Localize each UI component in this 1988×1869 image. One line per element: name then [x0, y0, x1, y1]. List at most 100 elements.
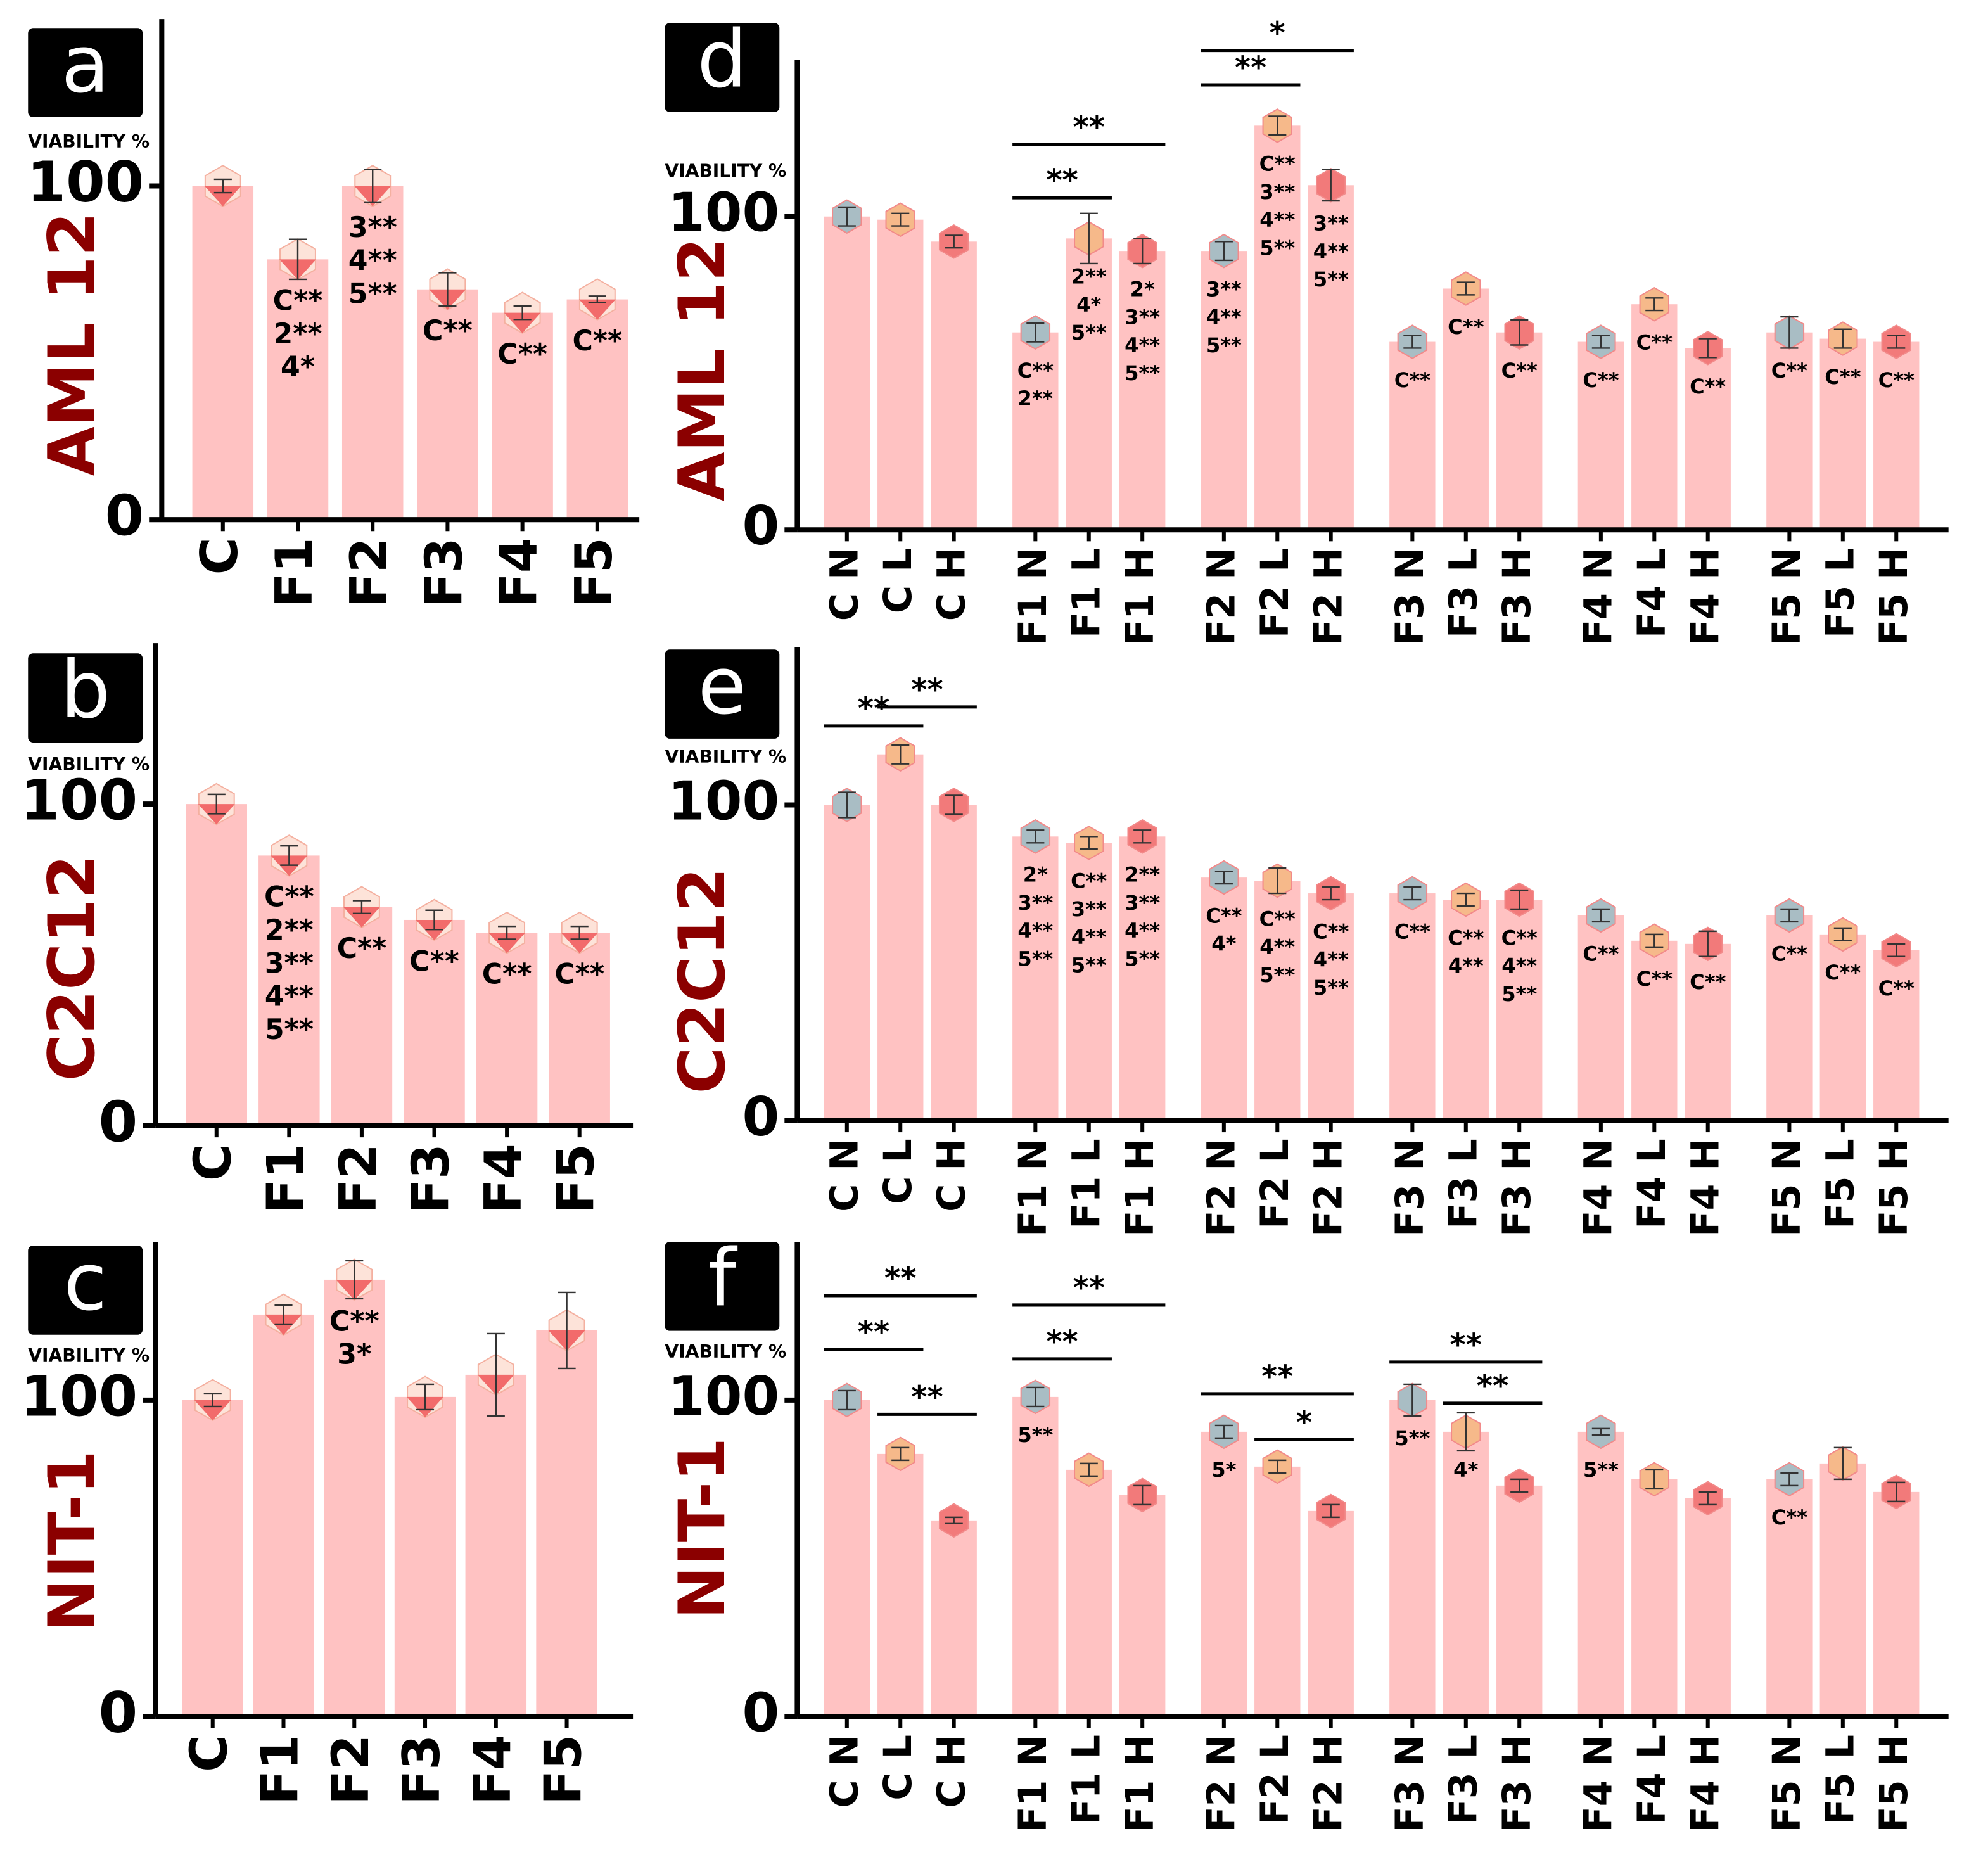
- significance-label: C**: [409, 945, 459, 978]
- significance-label: C**: [1017, 359, 1054, 383]
- bar: [1873, 950, 1920, 1121]
- bar: [566, 299, 628, 520]
- row-title: NIT-1: [665, 1438, 739, 1619]
- bar: [1496, 900, 1543, 1121]
- comparison-label: **: [911, 1379, 943, 1415]
- error-bar: [1510, 1478, 1529, 1493]
- error-bar: [1698, 1491, 1717, 1506]
- error-bar: [1591, 335, 1610, 349]
- bar: [267, 259, 329, 520]
- x-tick-label: F3 H: [1495, 1139, 1539, 1237]
- significance-label: C**: [482, 959, 532, 991]
- x-tick-label: C H: [929, 547, 974, 621]
- bar: [1631, 940, 1678, 1121]
- error-bar: [891, 744, 910, 765]
- x-tick-label: F5 N: [1765, 1139, 1809, 1237]
- bar: [1577, 1431, 1624, 1717]
- error-bar: [1026, 829, 1045, 844]
- bar: [1685, 348, 1731, 530]
- x-tick-label: F2 L: [1253, 547, 1297, 638]
- y-axis-label: VIABILITY %: [28, 754, 150, 775]
- bar: [341, 186, 404, 520]
- y-axis-label: VIABILITY %: [665, 746, 786, 767]
- y-tick-label: 0: [105, 483, 144, 549]
- bar: [549, 933, 610, 1126]
- bar: [1443, 288, 1489, 530]
- bar: [476, 933, 538, 1126]
- x-tick-label: F2: [321, 1735, 380, 1805]
- x-tick-label: F2 N: [1199, 547, 1244, 646]
- bar: [1766, 915, 1813, 1121]
- panel-label-box: [28, 653, 143, 743]
- x-tick-label: C H: [929, 1139, 974, 1212]
- significance-label: 5**: [1583, 1458, 1619, 1482]
- comparison-label: **: [1046, 1324, 1078, 1360]
- x-tick-label: F4 N: [1576, 1735, 1621, 1833]
- x-tick-label: F5 N: [1765, 1735, 1809, 1833]
- comparison-label: **: [1477, 1368, 1508, 1404]
- significance-label: C**: [264, 881, 314, 914]
- x-tick-label: F3 L: [1441, 1735, 1486, 1825]
- significance-label: C**: [1636, 331, 1673, 355]
- significance-label: 5**: [1313, 267, 1349, 291]
- significance-label: C**: [1259, 907, 1296, 931]
- row-title: C2C12: [35, 855, 109, 1081]
- bar: [417, 289, 478, 520]
- significance-label: 2**: [1017, 386, 1053, 411]
- error-bar: [1268, 867, 1287, 895]
- error-bar: [213, 178, 232, 194]
- x-tick-label: F5 H: [1872, 547, 1916, 646]
- significance-label: C**: [1448, 926, 1484, 950]
- bar: [1201, 1431, 1247, 1717]
- error-bar: [1214, 241, 1233, 262]
- x-tick-label: F3: [392, 1735, 451, 1805]
- error-bar: [891, 1446, 910, 1462]
- error-bar: [1322, 1503, 1340, 1519]
- significance-label: C**: [1501, 926, 1538, 950]
- x-tick-label: F3: [400, 1144, 460, 1214]
- error-bar: [1833, 1446, 1852, 1481]
- y-tick-label: 100: [27, 150, 144, 215]
- x-tick-label: C: [183, 1144, 243, 1181]
- x-tick-label: C: [179, 1735, 239, 1772]
- error-bar: [588, 295, 606, 304]
- bar: [1254, 125, 1301, 530]
- y-axis-label: VIABILITY %: [665, 1341, 786, 1362]
- significance-label: C**: [1825, 960, 1861, 985]
- significance-label: 3**: [1125, 305, 1160, 329]
- significance-label: 3**: [1313, 212, 1349, 236]
- bar: [1496, 332, 1543, 530]
- bar: [331, 907, 393, 1126]
- x-tick-label: F1: [250, 1735, 309, 1805]
- x-tick-label: F2 H: [1306, 547, 1351, 646]
- y-tick-label: 100: [668, 770, 779, 832]
- bar: [1066, 238, 1112, 530]
- error-bar: [345, 1260, 364, 1300]
- bar: [1685, 1498, 1731, 1717]
- error-bar: [498, 925, 516, 940]
- bar: [931, 1520, 977, 1717]
- error-bar: [207, 793, 226, 815]
- panel-label-box: [28, 1245, 143, 1335]
- x-tick-label: C H: [929, 1735, 974, 1808]
- bar: [1201, 251, 1247, 530]
- bar: [1631, 304, 1678, 530]
- bar: [1577, 341, 1624, 530]
- x-tick-label: F2 L: [1253, 1139, 1297, 1229]
- x-tick-label: F2 H: [1306, 1139, 1351, 1237]
- bar: [1766, 1479, 1813, 1717]
- error-bar: [945, 1516, 963, 1525]
- bar: [1012, 332, 1059, 530]
- error-bar: [364, 168, 382, 204]
- significance-label: C**: [1259, 152, 1296, 176]
- x-tick-label: F5: [533, 1735, 593, 1805]
- error-bar: [513, 305, 532, 321]
- x-tick-label: F5 L: [1818, 1735, 1863, 1825]
- error-bar: [1456, 1412, 1475, 1452]
- significance-label: 2*: [1130, 277, 1155, 301]
- panel-label: e: [698, 641, 746, 732]
- error-bar: [438, 272, 457, 307]
- bar: [1443, 900, 1489, 1121]
- error-bar: [1026, 1386, 1045, 1408]
